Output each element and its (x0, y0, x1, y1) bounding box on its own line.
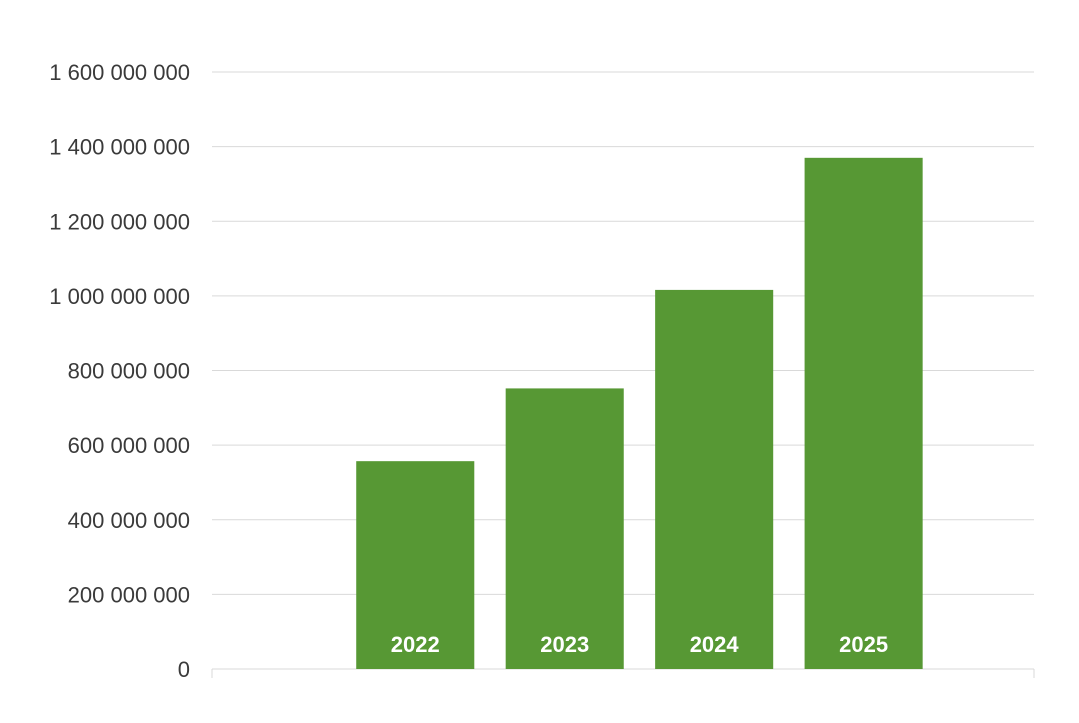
bar-2025 (804, 157, 923, 669)
y-tick-label: 1 600 000 000 (49, 60, 190, 85)
y-tick-label: 400 000 000 (68, 508, 190, 533)
bar-2024 (655, 289, 774, 669)
bar-2023 (505, 388, 624, 669)
category-label-2022: 2022 (391, 632, 440, 657)
y-tick-label: 1 400 000 000 (49, 135, 190, 160)
bar-labels: 2022 2023 2024 2025 (391, 632, 888, 657)
bar-2022 (356, 461, 475, 669)
y-tick-label: 600 000 000 (68, 433, 190, 458)
y-tick-label: 0 (178, 657, 190, 682)
category-label-2025: 2025 (839, 632, 888, 657)
y-tick-label: 1 200 000 000 (49, 209, 190, 234)
category-label-2023: 2023 (540, 632, 589, 657)
y-tick-label: 800 000 000 (68, 359, 190, 384)
category-label-2024: 2024 (690, 632, 740, 657)
y-tick-label: 1 000 000 000 (49, 284, 190, 309)
gridlines (211, 71, 1035, 678)
bars (356, 157, 923, 669)
y-tick-label: 200 000 000 (68, 582, 190, 607)
y-axis: 0 200 000 000 400 000 000 600 000 000 800 00… (49, 60, 190, 682)
